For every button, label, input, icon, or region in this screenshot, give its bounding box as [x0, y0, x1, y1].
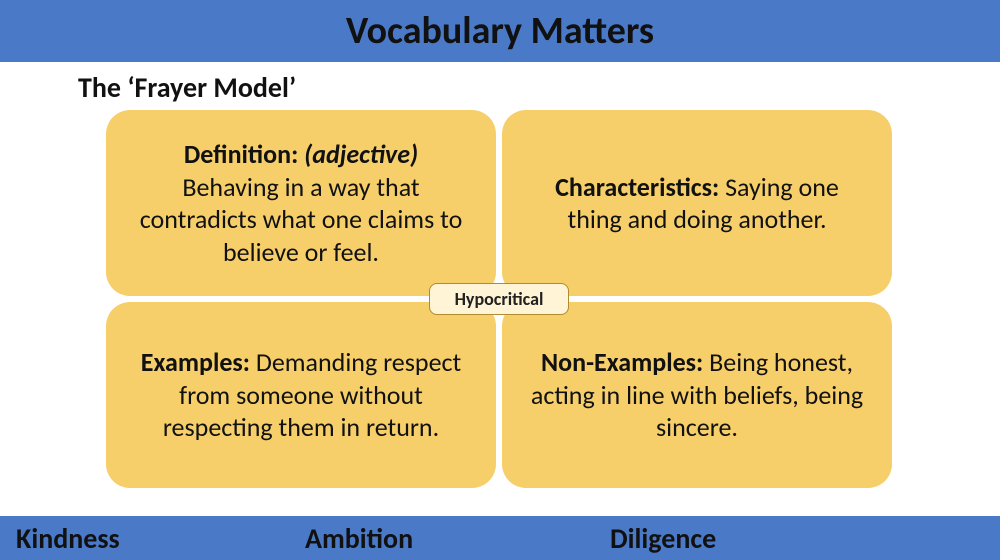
quadrant-definition: Definition: (adjective) Behaving in a wa… [106, 110, 496, 296]
title-band: Vocabulary Matters [0, 0, 1000, 62]
center-word-chip: Hypocritical [429, 283, 569, 315]
footer-word-2: Ambition [305, 521, 413, 556]
subtitle: The ‘Frayer Model’ [78, 70, 296, 105]
frayer-model: Definition: (adjective) Behaving in a wa… [106, 110, 892, 490]
quadrant-characteristics: Characteristics: Saying one thing and do… [502, 110, 892, 296]
footer-word-1: Kindness [16, 521, 120, 556]
definition-label: Definition: [184, 138, 298, 170]
center-word: Hypocritical [455, 288, 544, 310]
characteristics-label: Characteristics: [555, 171, 719, 203]
footer-word-3: Diligence [610, 521, 716, 556]
definition-body: Behaving in a way that contradicts what … [140, 171, 463, 268]
quadrant-examples-text: Examples: Demanding respect from someone… [130, 346, 472, 444]
nonexamples-label: Non-Examples: [541, 346, 703, 378]
quadrant-nonexamples: Non-Examples: Being honest, acting in li… [502, 302, 892, 488]
examples-label: Examples: [141, 346, 250, 378]
footer-band: Kindness Ambition Diligence [0, 516, 1000, 560]
quadrant-characteristics-text: Characteristics: Saying one thing and do… [526, 171, 868, 236]
quadrant-definition-text: Definition: (adjective) Behaving in a wa… [130, 138, 472, 268]
page-title: Vocabulary Matters [346, 8, 654, 54]
slide: Vocabulary Matters The ‘Frayer Model’ De… [0, 0, 1000, 560]
quadrant-nonexamples-text: Non-Examples: Being honest, acting in li… [526, 346, 868, 444]
quadrant-examples: Examples: Demanding respect from someone… [106, 302, 496, 488]
definition-part-of-speech: (adjective) [304, 138, 418, 170]
